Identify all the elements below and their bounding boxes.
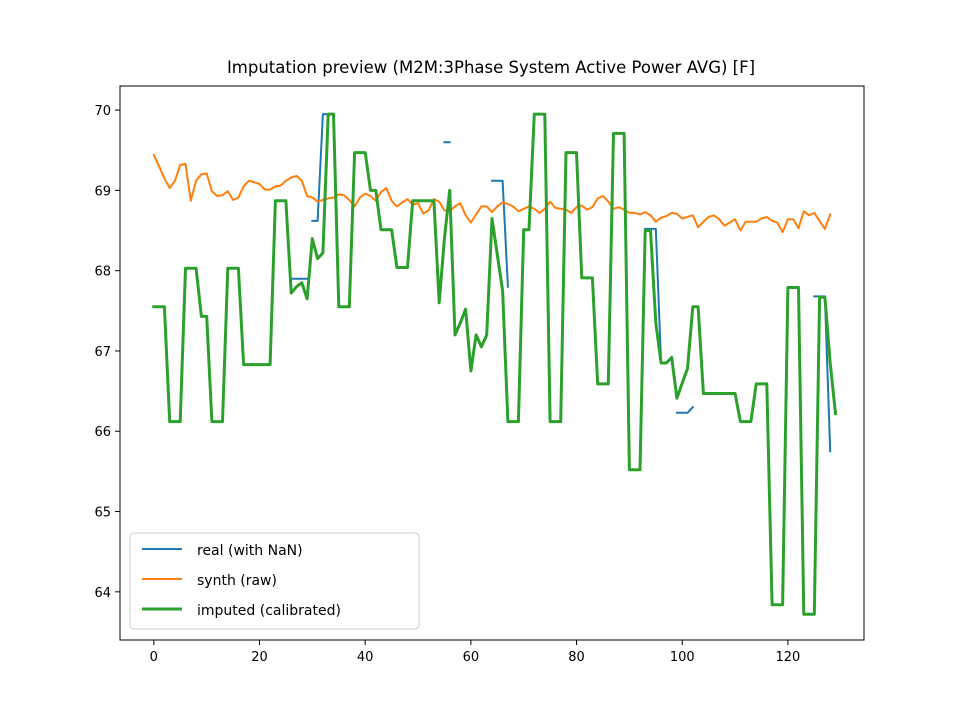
y-tick-label: 66 (94, 425, 111, 440)
legend-box (129, 532, 420, 630)
y-tick-label: 67 (94, 345, 111, 360)
series-imputed-line (152, 112, 838, 616)
legend-label-imputed: imputed (calibrated) (197, 603, 341, 619)
y-tick-label: 65 (94, 506, 111, 521)
x-tick-label: 40 (357, 650, 374, 665)
series-layer (152, 112, 838, 616)
legend: real (with NaN) synth (raw) imputed (cal… (129, 532, 420, 630)
x-axis: 0 20 40 60 80 100 120 (150, 640, 800, 665)
x-tick-label: 100 (670, 650, 695, 665)
y-tick-label: 68 (94, 265, 111, 280)
y-tick-label: 64 (94, 586, 111, 601)
x-tick-label: 80 (568, 650, 585, 665)
series-synth-line (152, 153, 832, 234)
plot-area-frame (119, 85, 865, 641)
y-tick-label: 70 (94, 104, 111, 119)
legend-label-synth: synth (raw) (197, 573, 277, 589)
x-tick-label: 120 (775, 650, 800, 665)
chart-title: Imputation preview (M2M:3Phase System Ac… (227, 58, 755, 77)
legend-label-real: real (with NaN) (197, 543, 303, 559)
x-tick-label: 60 (463, 650, 480, 665)
x-tick-label: 0 (150, 650, 158, 665)
series-real-line (290, 113, 832, 453)
y-tick-label: 69 (94, 184, 111, 199)
x-tick-label: 20 (251, 650, 268, 665)
y-axis: 64 65 66 67 68 69 70 (94, 104, 120, 601)
